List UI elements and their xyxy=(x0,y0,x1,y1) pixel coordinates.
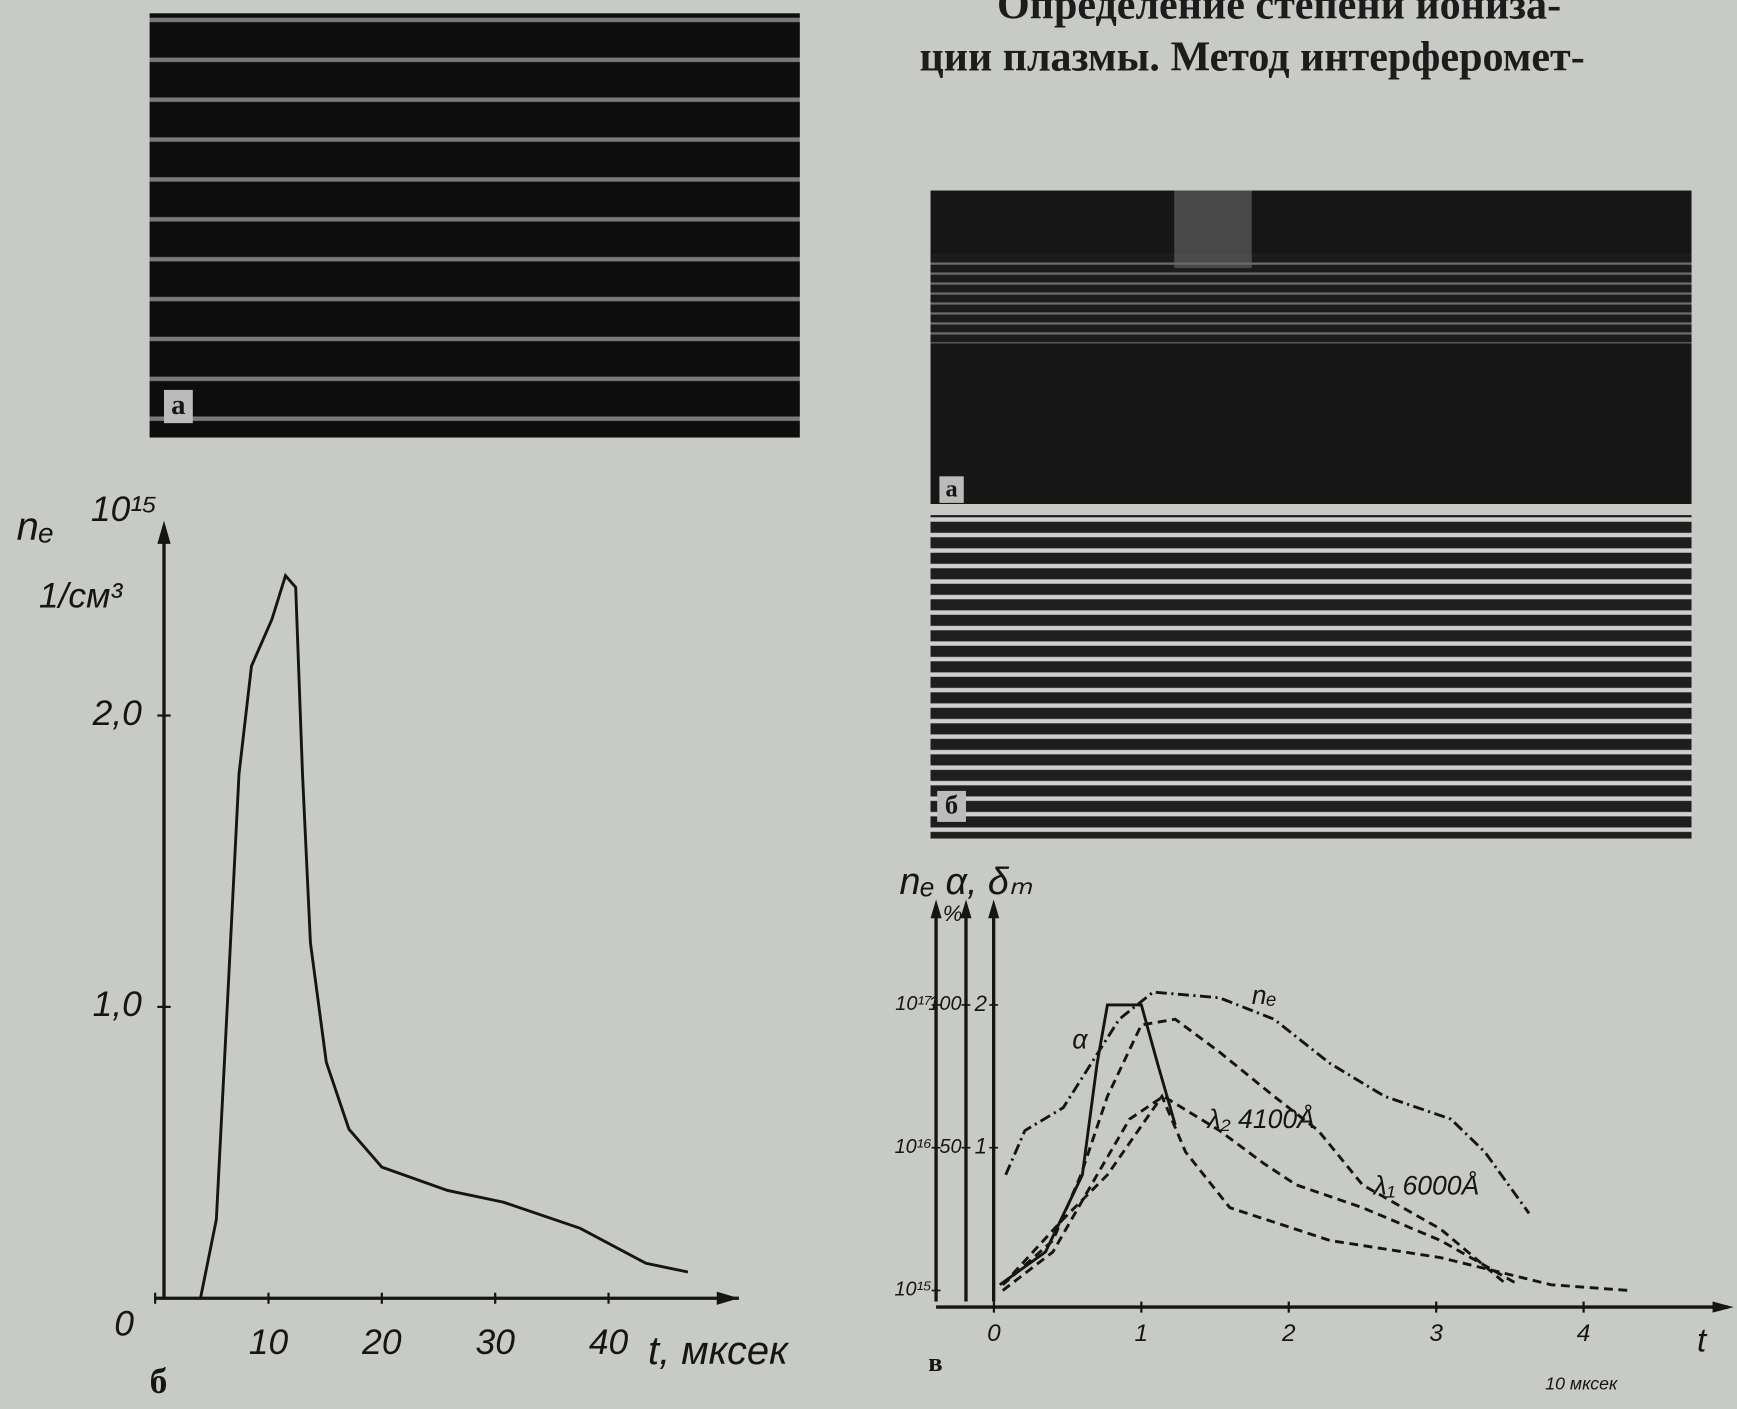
axis-arrow xyxy=(930,899,942,919)
photo-label: а xyxy=(171,389,185,421)
y-tick-label: 1,0 xyxy=(93,984,143,1024)
photo-label-box xyxy=(937,790,966,822)
interferogram-photo xyxy=(930,515,1692,839)
series-label: λ₁ 6000Å xyxy=(1372,1170,1480,1200)
y-tick-label: 10¹⁵ xyxy=(894,1279,931,1301)
y-tick-label: 2,0 xyxy=(92,693,143,733)
x-axis-label: t xyxy=(1697,1322,1708,1359)
curve xyxy=(1001,1017,1508,1286)
x-tick-label: 1 xyxy=(1135,1320,1149,1347)
x-tick-label: 40 xyxy=(589,1322,629,1362)
x-tick-label: 0 xyxy=(114,1303,134,1343)
curve xyxy=(1004,990,1531,1215)
interferogram-photo xyxy=(149,13,800,438)
series-label: λ₂ 4100Å xyxy=(1205,1104,1314,1134)
x-tick-label: 0 xyxy=(987,1320,1001,1347)
x-tick-label: 10 xyxy=(249,1322,289,1362)
photo-label: б xyxy=(945,790,958,820)
curve xyxy=(1001,1093,1630,1292)
y-axis-label: nₑ xyxy=(17,505,55,549)
x-axis-unit: 10 мксек xyxy=(1545,1373,1618,1393)
y-tick-label: 10¹⁶ xyxy=(895,1136,932,1158)
photo-label: а xyxy=(945,475,957,502)
x-tick-label: 2 xyxy=(1281,1320,1296,1347)
axis-arrow xyxy=(1712,1301,1734,1313)
panel-label: б xyxy=(150,1361,168,1401)
series-label: α xyxy=(1072,1024,1088,1054)
flash xyxy=(1174,190,1252,269)
y-tick-label: 50 xyxy=(939,1136,961,1158)
x-axis-label: t, мксек xyxy=(648,1329,790,1373)
curve xyxy=(199,572,689,1299)
fringe-band xyxy=(930,254,1692,344)
y-tick-label: 2 xyxy=(974,991,987,1016)
x-tick-label: 4 xyxy=(1577,1320,1591,1347)
photo-label-box xyxy=(164,389,193,424)
series-label: nₑ xyxy=(1252,980,1277,1010)
axis-arrow xyxy=(716,1291,739,1305)
interferogram-photo xyxy=(930,190,1692,505)
x-tick-label: 3 xyxy=(1429,1320,1443,1347)
y-tick-label: 100 xyxy=(928,993,961,1015)
axis-arrow xyxy=(157,520,171,544)
axis-arrow xyxy=(988,899,1000,919)
y-tick-label: 10¹⁷ xyxy=(895,993,932,1015)
y-axis-label: % xyxy=(943,901,963,926)
x-tick-label: 20 xyxy=(361,1322,402,1362)
axis-arrow xyxy=(960,899,972,919)
y-axis-label: 1/см³ xyxy=(39,576,124,616)
x-tick-label: 30 xyxy=(475,1322,515,1362)
header-line: ции плазмы. Метод интерферомет- xyxy=(919,34,1584,81)
photo-label-box xyxy=(939,476,964,503)
y-axis-label: nₑ α, δₘ xyxy=(900,860,1033,902)
curve xyxy=(998,1003,1177,1286)
y-tick-label: 1 xyxy=(975,1134,987,1159)
header-line: Определение степени иониза- xyxy=(997,0,1561,29)
panel-label: в xyxy=(928,1347,942,1377)
y-axis-label: 10¹⁵ xyxy=(91,489,157,529)
